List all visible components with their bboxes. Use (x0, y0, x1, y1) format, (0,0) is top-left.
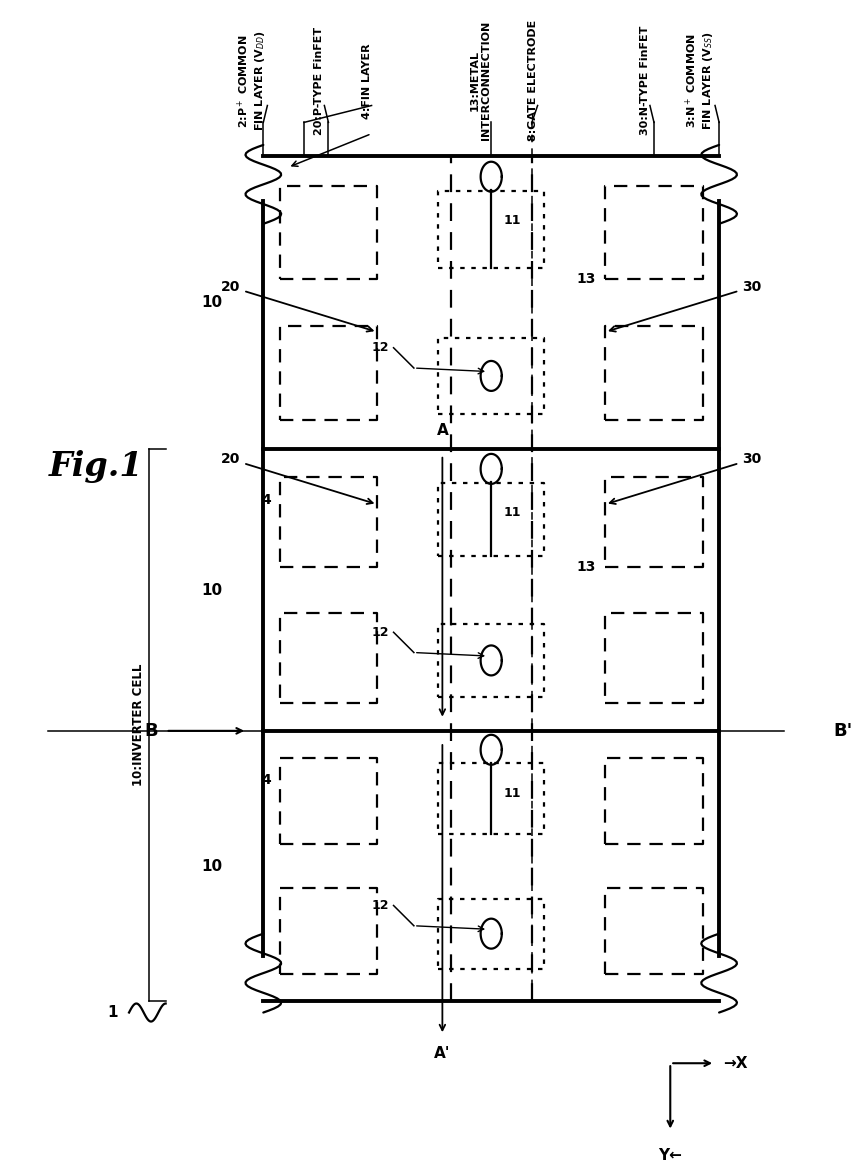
Text: 11: 11 (503, 787, 521, 800)
Text: 30:N-TYPE FinFET: 30:N-TYPE FinFET (640, 26, 650, 136)
Text: 10: 10 (201, 858, 223, 873)
Text: 4:FIN LAYER: 4:FIN LAYER (362, 43, 372, 118)
Text: →X: →X (723, 1056, 747, 1071)
Text: 1: 1 (107, 1005, 118, 1021)
Text: B: B (144, 721, 158, 740)
Text: 3:N$^+$ COMMON
FIN LAYER (V$_{SS}$): 3:N$^+$ COMMON FIN LAYER (V$_{SS}$) (684, 32, 715, 130)
Text: 30: 30 (609, 279, 761, 332)
Text: 4: 4 (261, 773, 272, 787)
Text: 8:GATE ELECTRODE: 8:GATE ELECTRODE (528, 20, 537, 141)
Text: Fig.1: Fig.1 (49, 450, 144, 483)
Text: A': A' (434, 1046, 451, 1061)
Text: B': B' (833, 721, 853, 740)
Text: 11: 11 (503, 506, 521, 519)
Text: 13: 13 (577, 560, 596, 574)
Text: 4: 4 (261, 493, 272, 507)
Text: A: A (436, 423, 448, 438)
Text: 30: 30 (609, 452, 761, 504)
Text: 10: 10 (201, 296, 223, 310)
Text: 12: 12 (372, 899, 389, 912)
Text: 20: 20 (221, 452, 373, 504)
Text: 12: 12 (372, 625, 389, 638)
Text: 12: 12 (372, 341, 389, 354)
Text: 10: 10 (201, 582, 223, 597)
Text: 2:P$^+$ COMMON
FIN LAYER (V$_{DD}$): 2:P$^+$ COMMON FIN LAYER (V$_{DD}$) (236, 30, 267, 131)
Text: 11: 11 (503, 214, 521, 227)
Text: 10:INVERTER CELL: 10:INVERTER CELL (132, 664, 146, 787)
Text: 20:P-TYPE FinFET: 20:P-TYPE FinFET (315, 27, 324, 134)
Text: Y←: Y← (658, 1148, 682, 1163)
Text: 20: 20 (221, 279, 373, 332)
Text: 13: 13 (577, 272, 596, 286)
Text: 13:METAL
INTERCONNECTION: 13:METAL INTERCONNECTION (470, 21, 491, 140)
